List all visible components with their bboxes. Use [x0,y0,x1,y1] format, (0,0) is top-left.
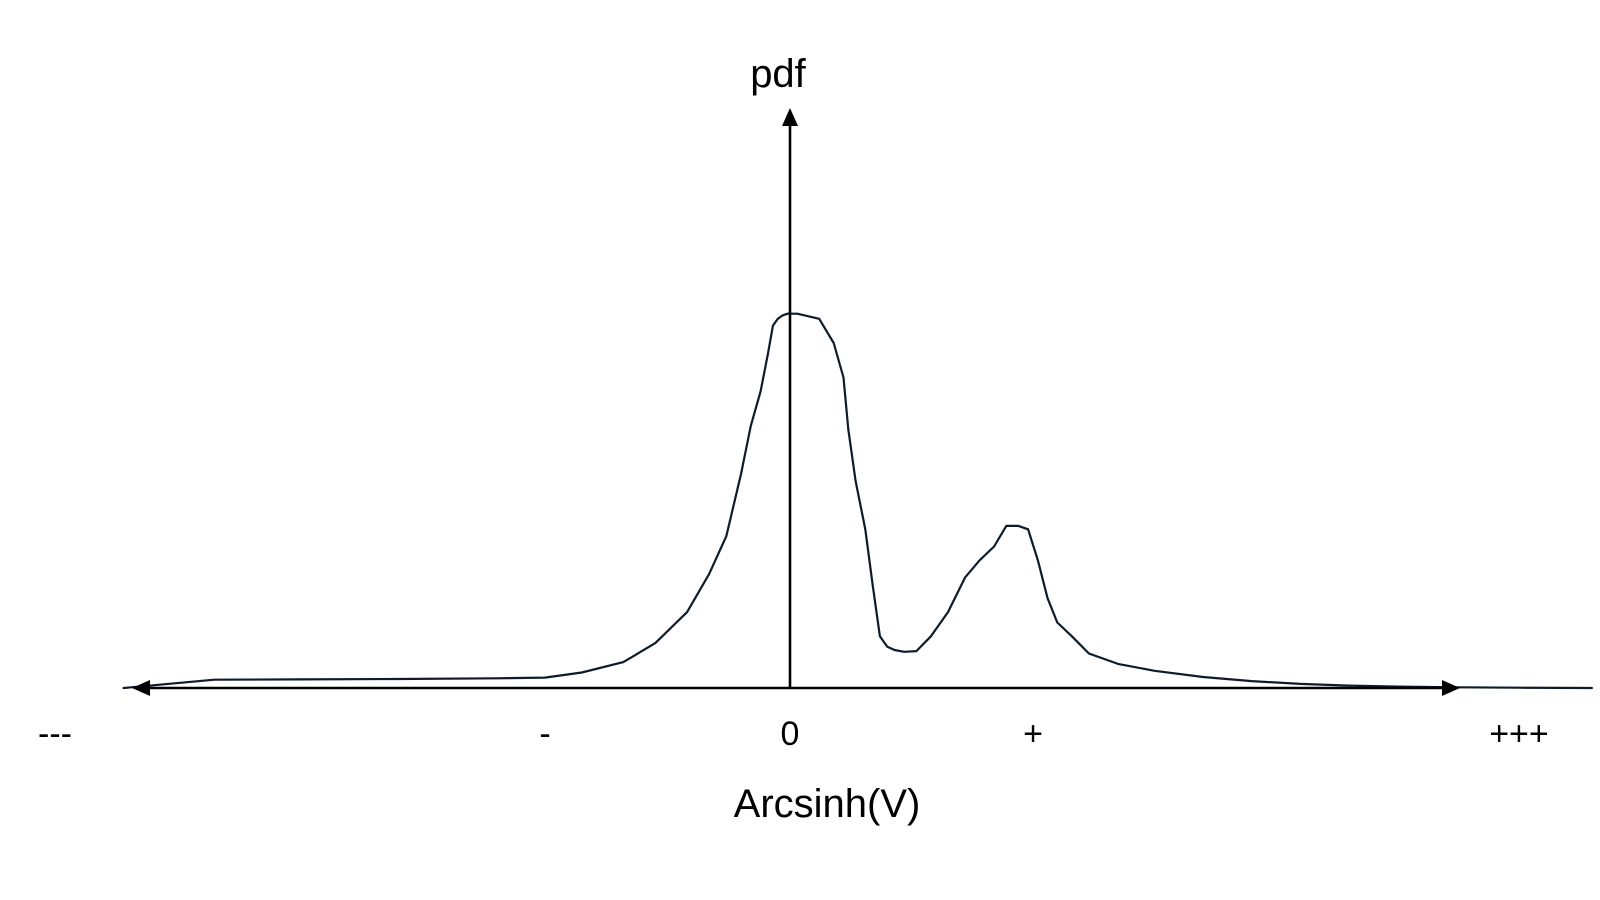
x-tick-label: + [1023,715,1043,753]
x-axis-label: Arcsinh(V) [734,782,921,826]
series-line-0 [122,312,1593,690]
x-tick-label: 0 [781,715,800,753]
x-tick-label: --- [38,715,72,753]
plot-area [122,108,1593,696]
x-axis-right-arrow [1442,680,1460,696]
x-tick-label: - [539,715,550,753]
x-tick-label: +++ [1489,715,1549,753]
x-axis-left-arrow [132,680,150,696]
y-axis-label: pdf [750,52,806,96]
x-tick-labels: --- -0 + +++ [38,715,1549,753]
y-axis-up-arrow [782,108,798,126]
